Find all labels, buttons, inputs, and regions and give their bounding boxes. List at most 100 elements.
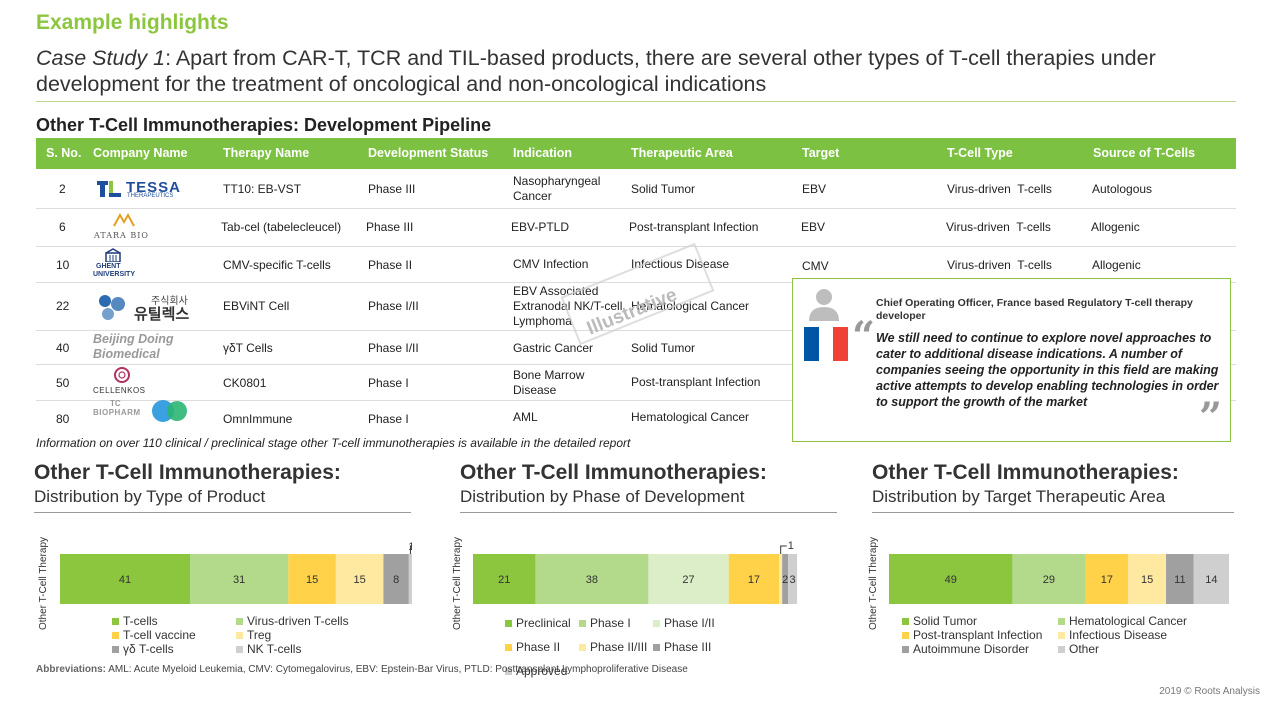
abbreviations: Abbreviations: AML: Acute Myeloid Leukem… bbox=[36, 664, 688, 675]
company-name: BIOPHARM bbox=[93, 408, 141, 417]
cell-area: Post-transplant Infection bbox=[631, 375, 761, 389]
cell-therapy: CMV-specific T-cells bbox=[223, 258, 331, 272]
legend-item: Phase III bbox=[653, 641, 711, 654]
legend-label: Preclinical bbox=[516, 616, 571, 630]
legend-item: Phase I/II bbox=[653, 617, 715, 630]
legend-label: Phase III bbox=[664, 640, 712, 654]
legend-swatch bbox=[236, 618, 243, 626]
cell-area: Post-transplant Infection bbox=[629, 220, 759, 234]
legend-label: Phase I/II bbox=[664, 616, 715, 630]
legend-label: Autoimmune Disorder bbox=[913, 642, 1030, 656]
legend-label: Solid Tumor bbox=[913, 614, 978, 628]
bar-segment-phase-ii-iii bbox=[779, 554, 783, 604]
france-flag-icon bbox=[804, 327, 848, 361]
legend-item: Preclinical bbox=[505, 617, 571, 630]
legend-label: Phase II/III bbox=[590, 640, 648, 654]
legend-label: γδ T-cells bbox=[123, 642, 174, 656]
data-label: 41 bbox=[119, 574, 131, 586]
legend-label: Virus-driven T-cells bbox=[247, 614, 349, 628]
eutilex-logo-icon bbox=[99, 295, 125, 320]
bar-segment-phase-iii bbox=[782, 554, 789, 604]
tessa-logo-icon bbox=[97, 181, 121, 197]
legend-swatch bbox=[1058, 632, 1065, 640]
company-logo-tcbiopharm: TC BIOPHARM bbox=[93, 399, 193, 433]
col-target: Target bbox=[802, 146, 840, 160]
legend-item: Virus-driven T-cells bbox=[236, 615, 349, 628]
cell-sno: 50 bbox=[56, 376, 70, 390]
chart2-divider bbox=[460, 512, 837, 513]
callout-line bbox=[780, 545, 787, 554]
page-subtitle: Case Study 1: Apart from CAR-T, TCR and … bbox=[36, 45, 1236, 97]
cell-indication: EBV Associated Extranodal NK/T-cell Lymp… bbox=[513, 284, 623, 328]
data-label: 17 bbox=[748, 574, 760, 586]
bar-segment-hematological-cancer bbox=[1012, 554, 1086, 604]
company-sub: THERAPEUTICS bbox=[127, 193, 174, 199]
cell-indication: EBV-PTLD bbox=[511, 220, 570, 234]
data-label: 21 bbox=[498, 574, 510, 586]
company-name: 주식회사 bbox=[151, 296, 188, 307]
tcbiopharm-logo-icon bbox=[152, 400, 187, 422]
cell-area: Infectious Disease bbox=[631, 257, 730, 271]
company-name: GHENT bbox=[96, 263, 121, 270]
cell-target: EBV bbox=[801, 220, 826, 234]
legend-swatch bbox=[1058, 646, 1065, 654]
legend-label: Hematological Cancer bbox=[1069, 614, 1188, 628]
legend-item: γδ T-cells bbox=[112, 643, 174, 656]
cell-status: Phase I/II bbox=[368, 299, 419, 313]
legend-label: NK T-cells bbox=[247, 642, 302, 656]
bar-segment-treg bbox=[335, 554, 384, 604]
legend-item: Phase II bbox=[505, 641, 560, 654]
legend-swatch bbox=[1058, 618, 1065, 626]
quote-role: Chief Operating Officer, France based Re… bbox=[876, 297, 1193, 322]
chart1-ylabel: Other T-Cell Therapy bbox=[38, 536, 49, 630]
cell-therapy: OmnImmune bbox=[223, 412, 293, 426]
chart3-ylabel: Other T-Cell Therapy bbox=[868, 536, 879, 630]
pipeline-title: Other T-Cell Immunotherapies: Developmen… bbox=[36, 115, 492, 135]
cell-therapy: CK0801 bbox=[223, 376, 267, 390]
open-quote-icon: “ bbox=[852, 313, 876, 360]
data-label: 15 bbox=[306, 574, 318, 586]
info-note: Information on over 110 clinical / precl… bbox=[36, 436, 631, 450]
col-source: Source of T-Cells bbox=[1093, 146, 1196, 160]
quote-box bbox=[792, 278, 1231, 442]
table-row: 2 TESSA THERAPEUTICS TT10: EB-VST Phase … bbox=[36, 169, 1236, 209]
data-label: 2 bbox=[782, 574, 788, 586]
col-area: Therapeutic Area bbox=[631, 146, 733, 160]
data-label: 11 bbox=[1174, 574, 1185, 586]
company-sub: UNIVERSITY bbox=[93, 271, 136, 278]
data-label: 15 bbox=[354, 574, 366, 586]
legend-label: Phase II bbox=[516, 640, 561, 654]
bar-segment-phase-i-ii bbox=[648, 554, 729, 604]
legend-swatch bbox=[579, 644, 586, 652]
chart2-title: Other T-Cell Immunotherapies: bbox=[460, 461, 767, 484]
company-name: CELLENKOS bbox=[93, 386, 146, 395]
case-study-text: : Apart from CAR-T, TCR and TIL-based pr… bbox=[36, 46, 1156, 96]
col-indication: Indication bbox=[513, 146, 573, 160]
cell-sno: 22 bbox=[56, 299, 70, 313]
cell-indication: CMV Infection bbox=[513, 257, 589, 271]
cell-sno: 6 bbox=[59, 220, 66, 234]
cell-indication: Bone Marrow Disease bbox=[513, 368, 585, 397]
ghent-logo-icon bbox=[105, 248, 121, 262]
data-label: 17 bbox=[1101, 574, 1113, 586]
data-label: 1 bbox=[408, 541, 412, 553]
cell-therapy: EBViNT Cell bbox=[223, 299, 290, 313]
data-label: 15 bbox=[1141, 574, 1153, 586]
chart3-subtitle: Distribution by Target Therapeutic Area bbox=[872, 487, 1166, 506]
cell-source: Autologous bbox=[1092, 182, 1153, 196]
data-label: 38 bbox=[586, 574, 598, 586]
legend-swatch bbox=[112, 632, 119, 640]
cell-source: Allogenic bbox=[1091, 220, 1140, 234]
legend-item: Infectious Disease bbox=[1058, 629, 1167, 642]
legend-item: Other bbox=[1058, 643, 1099, 656]
callout-line bbox=[409, 545, 412, 554]
company-name: Beijing Doing Biomedical bbox=[93, 332, 174, 361]
legend-swatch bbox=[112, 646, 119, 654]
case-study-label: Case Study 1 bbox=[36, 46, 166, 70]
legend-item: Post-transplant Infection bbox=[902, 629, 1042, 642]
cell-status: Phase I/II bbox=[368, 341, 419, 355]
page-title: Example highlights bbox=[36, 11, 229, 34]
cell-area: Hematological Cancer bbox=[631, 299, 750, 313]
legend-item: Autoimmune Disorder bbox=[902, 643, 1029, 656]
legend-swatch bbox=[505, 644, 512, 652]
